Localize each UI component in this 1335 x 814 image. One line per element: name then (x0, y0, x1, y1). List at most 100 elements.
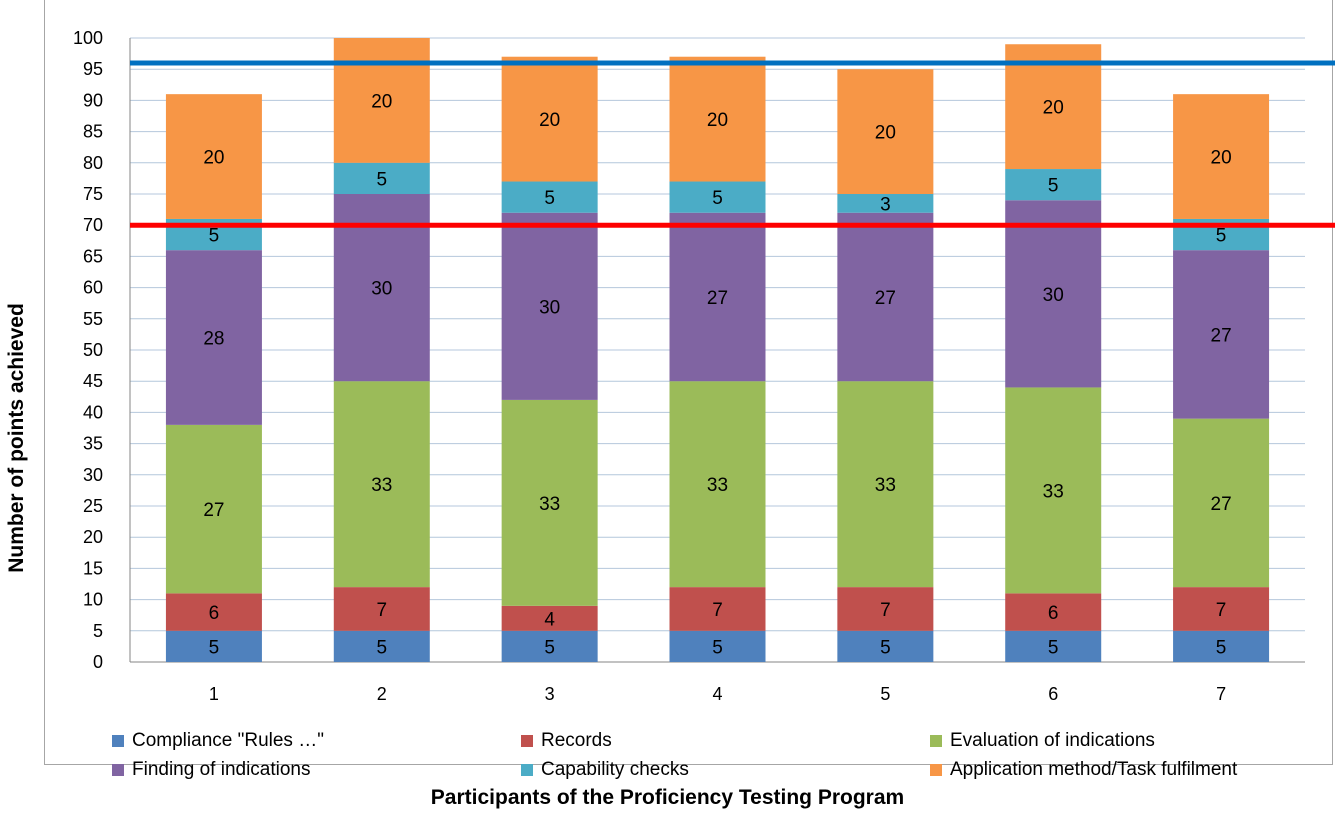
data-label: 20 (371, 91, 392, 112)
reference-lines (130, 60, 1335, 228)
legend-item: Finding of indications (112, 759, 311, 781)
bar-segment (333, 630, 430, 662)
bar-segment (837, 587, 934, 631)
data-label: 5 (544, 188, 555, 209)
legend-label: Records (541, 730, 612, 751)
x-tick-label: 1 (209, 684, 219, 704)
legend-swatch (521, 764, 533, 776)
bar-segment (165, 250, 262, 425)
y-tick-label: 15 (83, 558, 103, 578)
bar-segment (837, 381, 934, 588)
data-label: 33 (707, 475, 728, 496)
legend-label: Evaluation of indications (950, 730, 1155, 751)
x-tick-label: 4 (712, 684, 722, 704)
y-tick-label: 100 (73, 28, 103, 48)
data-label: 5 (209, 637, 220, 658)
bar-segment (1173, 630, 1270, 662)
data-label: 4 (544, 609, 555, 630)
data-label: 7 (1216, 600, 1227, 621)
legend: Compliance "Rules …" Records Evaluation of… (112, 726, 1334, 786)
legend-swatch (112, 764, 124, 776)
data-label: 7 (712, 600, 723, 621)
bar-segment (501, 212, 598, 400)
data-label: 30 (1043, 285, 1064, 306)
y-tick-label: 25 (83, 496, 103, 516)
bar-segment (333, 587, 430, 631)
bar-segment (669, 181, 766, 213)
y-tick-label: 20 (83, 527, 103, 547)
bar-segment (1005, 200, 1102, 388)
bar-segment (837, 630, 934, 662)
bar-segment (501, 181, 598, 213)
bar-segment (165, 424, 262, 594)
legend-label: Compliance "Rules …" (132, 730, 324, 751)
bar-segment (1005, 387, 1102, 594)
data-label: 5 (376, 169, 387, 190)
bar-segment (669, 630, 766, 662)
chart-frame (44, 0, 1333, 765)
bars: 5627285205733305205433305205733275205733… (165, 38, 1270, 662)
bar-segment (333, 38, 430, 163)
y-axis-ticks: 0 5 10 15 20 25 30 35 40 45 50 55 60 65 70 75 80 85 90 95 10… (73, 28, 103, 672)
bar-segment (1173, 250, 1270, 419)
data-label: 5 (209, 226, 220, 247)
y-tick-label: 0 (93, 652, 103, 672)
bar-segment (501, 630, 598, 662)
legend-label: Finding of indications (132, 759, 311, 780)
y-tick-label: 70 (83, 215, 103, 235)
data-label: 33 (371, 475, 392, 496)
bar-segment (333, 162, 430, 194)
legend-item: Evaluation of indications (930, 730, 1155, 752)
data-label: 20 (539, 110, 560, 131)
bar-segment (1005, 593, 1102, 631)
bar-segment (501, 56, 598, 182)
y-tick-label: 10 (83, 590, 103, 610)
data-label: 33 (1043, 481, 1064, 502)
y-tick-label: 35 (83, 434, 103, 454)
bar-segment (165, 94, 262, 219)
bar-segment (837, 212, 934, 382)
y-tick-label: 50 (83, 340, 103, 360)
y-axis-label: Number of points achieved (5, 303, 28, 573)
bar-segment (165, 630, 262, 662)
data-label: 20 (707, 110, 728, 131)
data-label: 27 (707, 288, 728, 309)
bar-segment (165, 593, 262, 631)
y-tick-label: 60 (83, 278, 103, 298)
y-tick-label: 55 (83, 309, 103, 329)
data-label: 5 (1048, 637, 1059, 658)
data-label: 5 (544, 637, 555, 658)
legend-swatch (930, 735, 942, 747)
x-axis-label: Participants of the Proficiency Testing … (430, 786, 905, 809)
legend-label: Capability checks (541, 759, 689, 780)
y-tick-label: 45 (83, 371, 103, 391)
y-tick-label: 5 (93, 621, 103, 641)
data-label: 5 (880, 637, 891, 658)
data-label: 5 (1216, 226, 1227, 247)
bar-segment (669, 381, 766, 588)
data-label: 5 (1048, 176, 1059, 197)
legend-label: Application method/Task fulfilment (950, 759, 1238, 780)
x-tick-label: 5 (880, 684, 890, 704)
legend-item: Capability checks (521, 759, 689, 781)
data-label: 7 (376, 600, 387, 621)
data-label: 5 (712, 188, 723, 209)
y-tick-label: 90 (83, 90, 103, 110)
legend-swatch (112, 735, 124, 747)
x-axis-ticks: 1 2 3 4 5 6 7 (209, 684, 1226, 704)
data-label: 30 (539, 297, 560, 318)
x-tick-label: 3 (545, 684, 555, 704)
data-label: 6 (209, 603, 220, 624)
y-tick-label: 75 (83, 184, 103, 204)
data-label: 30 (371, 279, 392, 300)
x-tick-label: 7 (1216, 684, 1226, 704)
y-tick-label: 85 (83, 122, 103, 142)
bar-segment (669, 212, 766, 382)
data-label: 27 (203, 500, 224, 521)
legend-item: Records (521, 730, 612, 752)
data-label: 6 (1048, 603, 1059, 624)
data-label: 20 (875, 123, 896, 144)
bar-segment (669, 56, 766, 182)
bar-segment (501, 605, 598, 631)
